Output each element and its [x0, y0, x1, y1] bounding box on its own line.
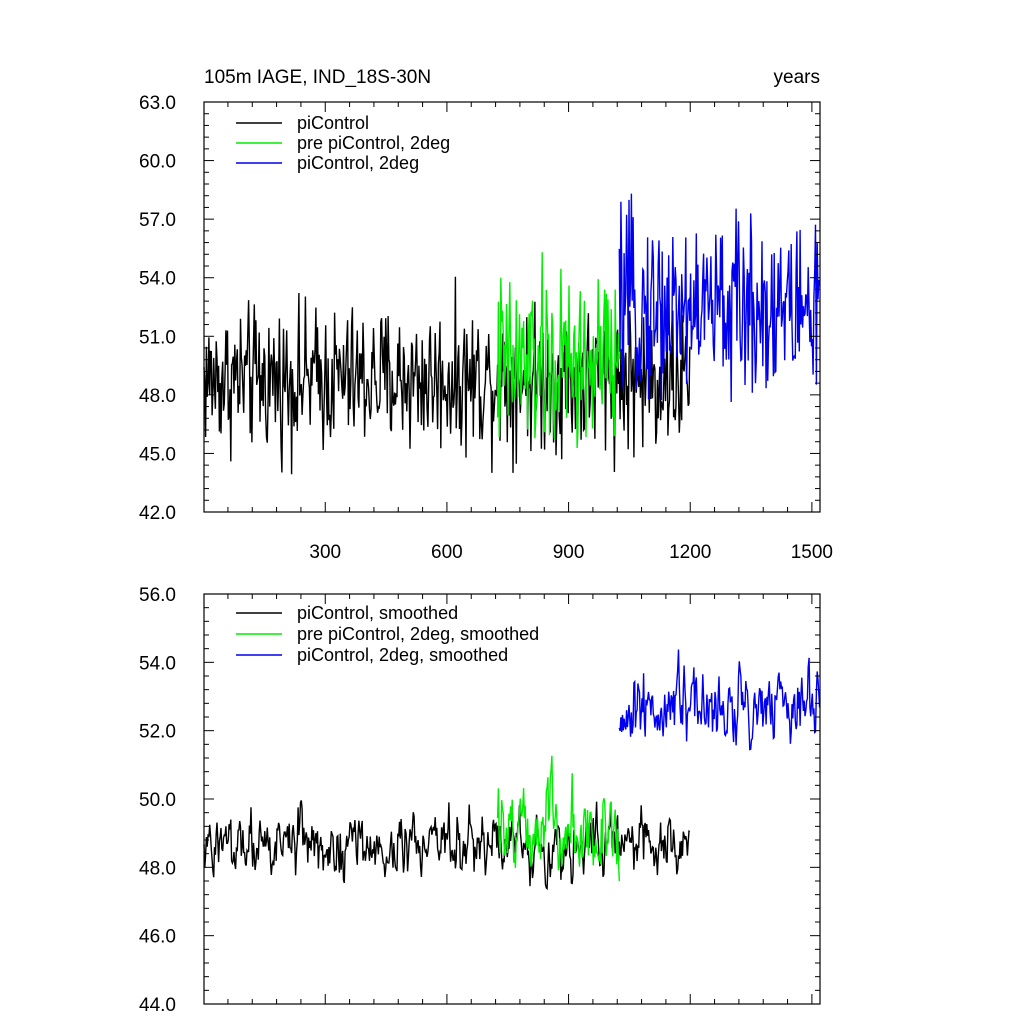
- chart-title-right: years: [774, 67, 820, 88]
- y-tick-label: 46.0: [139, 927, 176, 948]
- x-axis-bottom: [227, 594, 813, 1004]
- y-tick-label: 51.0: [139, 327, 176, 348]
- x-tick-label: 600: [431, 542, 463, 563]
- y-tick-label: 57.0: [139, 210, 176, 231]
- y-tick-label: 45.0: [139, 444, 176, 465]
- series-line: [496, 252, 620, 449]
- panel-bottom: 44.0 46.0 48.0 50.0 52.0 54.0 56.0 piControl, …: [139, 585, 821, 1016]
- y-tick-label: 44.0: [139, 995, 176, 1016]
- y-tick-label: 63.0: [139, 93, 176, 114]
- legend-label: piControl: [297, 113, 369, 133]
- x-axis-top: 300 600 900 1200 1500: [227, 102, 833, 563]
- x-tick-label: 1200: [669, 542, 711, 563]
- y-tick-label: 54.0: [139, 269, 176, 290]
- legend-label: pre piControl, 2deg, smoothed: [297, 624, 539, 644]
- legend-label: pre piControl, 2deg: [297, 133, 450, 153]
- y-tick-label: 52.0: [139, 722, 176, 743]
- y-tick-label: 54.0: [139, 653, 176, 674]
- chart-title: 105m IAGE, IND_18S-30N: [204, 67, 431, 88]
- legend-label: piControl, 2deg: [297, 153, 419, 173]
- top-series-group: [203, 193, 821, 475]
- y-tick-label: 48.0: [139, 858, 176, 879]
- series-line: [496, 755, 620, 882]
- bottom-series-group: [203, 649, 821, 891]
- y-axis-bottom: 44.0 46.0 48.0 50.0 52.0 54.0 56.0: [139, 585, 820, 1016]
- series-line: [618, 193, 821, 403]
- plot-frame-top: [203, 101, 821, 513]
- y-tick-label: 60.0: [139, 152, 176, 173]
- x-tick-label: 1500: [791, 542, 833, 563]
- y-tick-label: 48.0: [139, 386, 176, 407]
- panel-top: 105m IAGE, IND_18S-30N years 42.0 45.0 48.…: [139, 67, 833, 563]
- legend-label: piControl, smoothed: [297, 603, 458, 623]
- y-tick-label: 56.0: [139, 585, 176, 606]
- series-line: [618, 649, 821, 751]
- x-tick-label: 900: [553, 542, 585, 563]
- series-line: [203, 276, 691, 475]
- y-tick-label: 42.0: [139, 503, 176, 524]
- x-tick-label: 300: [309, 542, 341, 563]
- y-tick-label: 50.0: [139, 790, 176, 811]
- y-axis-top: 42.0 45.0 48.0 51.0 54.0 57.0 60.0 63.0: [139, 93, 820, 524]
- legend-label: piControl, 2deg, smoothed: [297, 645, 508, 665]
